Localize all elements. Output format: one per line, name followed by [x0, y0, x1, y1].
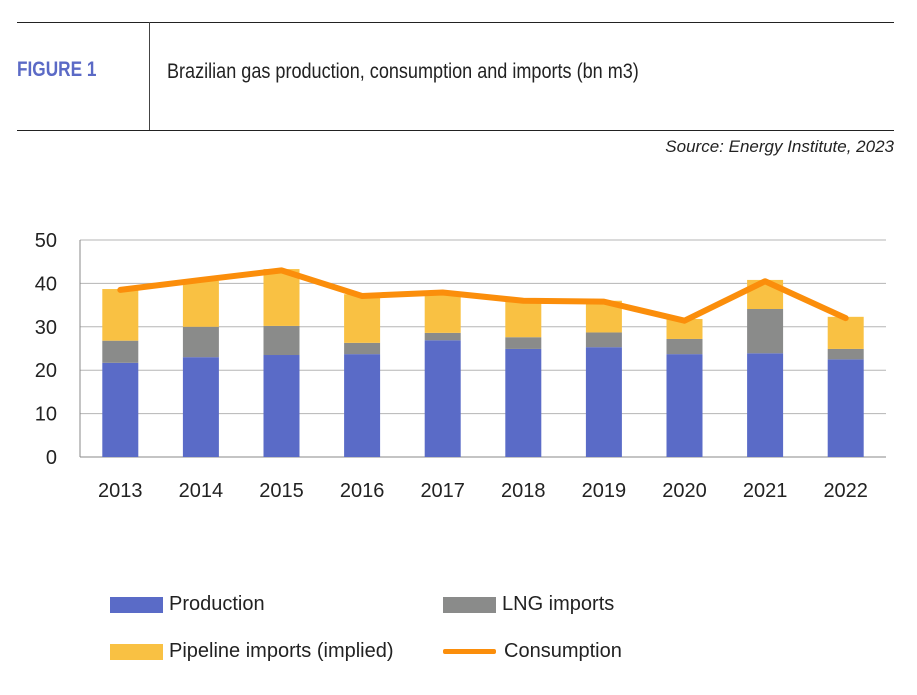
- legend-production: Production: [110, 593, 265, 616]
- header-divider: [149, 22, 150, 130]
- x-tick-label: 2020: [662, 480, 707, 502]
- y-tick-label: 0: [46, 447, 57, 469]
- bar-lng-imports-2015: [263, 325, 300, 356]
- consumption-line: [117, 267, 849, 324]
- legend-lng: LNG imports: [443, 593, 614, 616]
- legend-swatch-production: [110, 596, 163, 613]
- bar-lng-imports-2018: [505, 337, 542, 349]
- bar-pipeline-imports-implied--2013: [102, 289, 139, 341]
- x-tick-label: 2014: [179, 480, 224, 502]
- top-rule: [17, 22, 894, 23]
- y-tick-label: 20: [35, 360, 57, 382]
- legend-swatch-pipeline: [110, 643, 163, 660]
- legend-label: Consumption: [504, 640, 622, 662]
- x-tick-label: 2015: [259, 480, 304, 502]
- legend-consumption: Consumption: [443, 640, 622, 663]
- y-tick-label: 30: [35, 317, 57, 339]
- bar-lng-imports-2016: [344, 342, 381, 355]
- bar-production-2022: [827, 359, 864, 457]
- x-tick-label: 2013: [98, 480, 143, 502]
- bar-production-2019: [585, 347, 622, 457]
- bar-pipeline-imports-implied--2017: [424, 292, 461, 333]
- x-tick-label: 2022: [823, 480, 868, 502]
- bar-pipeline-imports-implied--2015: [263, 269, 300, 326]
- bar-production-2020: [666, 354, 703, 457]
- bar-production-2013: [102, 362, 139, 457]
- source-note: Source: Energy Institute, 2023: [665, 137, 894, 156]
- bar-lng-imports-2014: [182, 326, 219, 358]
- legend-label: LNG imports: [502, 593, 615, 615]
- bar-production-2018: [505, 348, 542, 457]
- bar-lng-imports-2022: [827, 348, 864, 360]
- bar-pipeline-imports-implied--2022: [827, 316, 864, 349]
- bar-pipeline-imports-implied--2014: [182, 280, 219, 327]
- legend-label: Pipeline imports (implied): [169, 640, 394, 662]
- legend-pipeline: Pipeline imports (implied): [110, 640, 394, 663]
- figure-title: Brazilian gas production, consumption an…: [167, 60, 639, 83]
- y-tick-label: 50: [35, 230, 57, 252]
- bar-production-2016: [344, 354, 381, 457]
- bar-production-2017: [424, 340, 461, 457]
- bar-pipeline-imports-implied--2016: [344, 294, 381, 343]
- bar-lng-imports-2019: [585, 332, 622, 348]
- bottom-rule: [17, 130, 894, 131]
- y-tick-label: 10: [35, 404, 57, 426]
- figure-label: FIGURE 1: [17, 58, 97, 81]
- x-tick-label: 2018: [501, 480, 546, 502]
- bar-production-2015: [263, 355, 300, 457]
- x-tick-label: 2021: [743, 480, 788, 502]
- bar-lng-imports-2017: [424, 332, 461, 341]
- x-tick-label: 2019: [582, 480, 627, 502]
- bar-production-2021: [747, 353, 784, 457]
- bar-lng-imports-2013: [102, 340, 139, 363]
- legend-swatch-consumption: [443, 649, 496, 654]
- x-tick-label: 2016: [340, 480, 385, 502]
- y-tick-label: 40: [35, 273, 57, 295]
- bar-lng-imports-2020: [666, 338, 703, 355]
- legend-label: Production: [169, 593, 265, 615]
- bar-production-2014: [182, 357, 219, 457]
- bar-pipeline-imports-implied--2018: [505, 299, 542, 338]
- bar-pipeline-imports-implied--2020: [666, 318, 703, 339]
- x-tick-label: 2017: [420, 480, 465, 502]
- legend-swatch-lng: [443, 596, 496, 613]
- bar-lng-imports-2021: [747, 309, 784, 354]
